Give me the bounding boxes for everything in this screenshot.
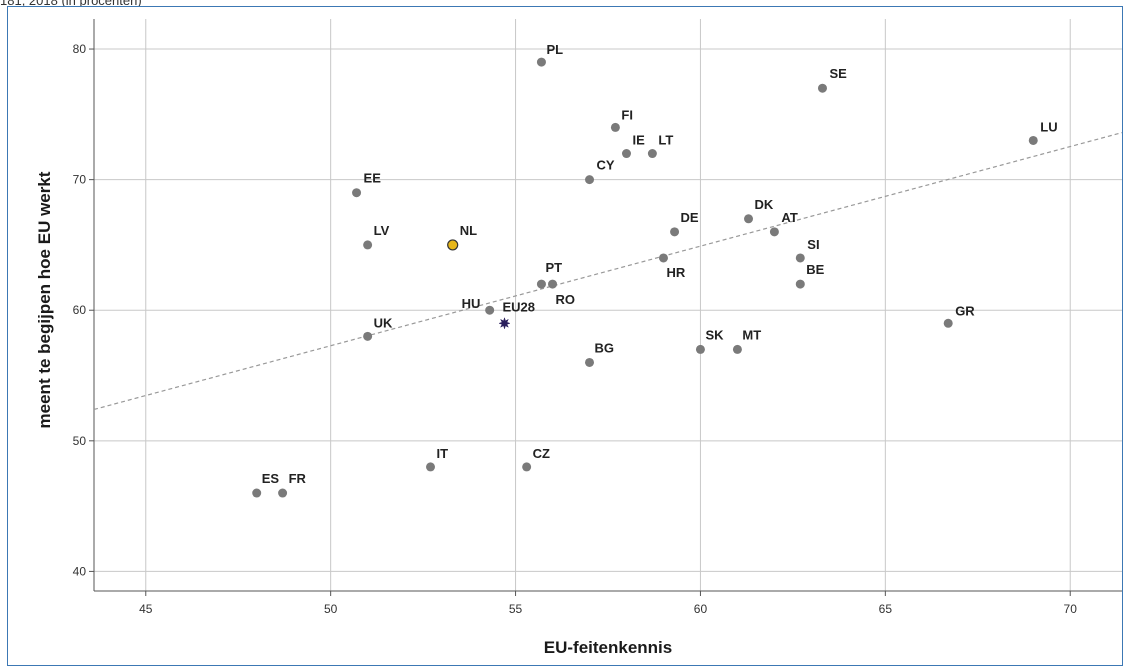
point-label-eu28: EU28 <box>502 299 535 314</box>
point-label-ro: RO <box>556 292 576 307</box>
point-label-cz: CZ <box>533 446 550 461</box>
point-si <box>795 253 805 263</box>
point-hr <box>658 253 668 263</box>
point-label-dk: DK <box>755 197 774 212</box>
point-label-hr: HR <box>666 265 685 280</box>
point-label-hu: HU <box>462 296 481 311</box>
point-bg <box>585 357 595 367</box>
point-it <box>426 462 436 472</box>
point-label-cy: CY <box>597 158 615 173</box>
point-labels: PL SE FI LU IE LT CY EE DK DE AT LV NL SI HR PT RO BE HU EU… <box>262 42 1058 486</box>
point-dk <box>744 214 754 224</box>
point-label-pl: PL <box>546 42 563 57</box>
point-fr <box>278 488 288 498</box>
point-label-se: SE <box>829 66 847 81</box>
point-at <box>769 227 779 237</box>
chart-frame <box>7 6 1123 666</box>
point-lt <box>647 149 657 159</box>
point-uk <box>363 331 373 341</box>
point-lu <box>1028 135 1038 145</box>
point-es <box>252 488 262 498</box>
chart-caption: 181, 2018 (in procenten) <box>0 0 142 8</box>
axes <box>89 19 1122 596</box>
point-se <box>817 83 827 93</box>
point-label-it: IT <box>437 446 449 461</box>
x-tick-label: 70 <box>1064 602 1078 616</box>
data-points <box>252 57 1038 498</box>
point-ie <box>621 149 631 159</box>
point-label-es: ES <box>262 471 280 486</box>
point-label-de: DE <box>681 210 699 225</box>
y-tick-label: 50 <box>73 434 87 448</box>
point-hu <box>485 305 495 315</box>
point-be <box>795 279 805 289</box>
x-tick-label: 50 <box>324 602 338 616</box>
point-label-ie: IE <box>632 133 645 148</box>
y-tick-label: 40 <box>73 564 87 578</box>
x-tick-label: 65 <box>879 602 893 616</box>
grid-lines <box>94 19 1122 591</box>
point-label-nl: NL <box>460 223 477 238</box>
tick-labels: 45 50 55 60 65 70 40 50 60 70 80 <box>73 42 1078 616</box>
point-mt <box>732 344 742 354</box>
point-label-mt: MT <box>742 327 761 342</box>
point-label-uk: UK <box>374 315 393 330</box>
point-fi <box>610 122 620 132</box>
point-eu28 <box>498 316 511 330</box>
point-gr <box>943 318 953 328</box>
point-cz <box>522 462 532 472</box>
point-label-lu: LU <box>1040 119 1057 134</box>
y-tick-label: 60 <box>73 303 87 317</box>
point-label-si: SI <box>807 237 819 252</box>
point-label-be: BE <box>806 262 824 277</box>
point-label-fr: FR <box>289 471 307 486</box>
point-label-bg: BG <box>595 340 615 355</box>
point-ro <box>548 279 558 289</box>
x-axis-title: EU-feitenkennis <box>544 638 672 657</box>
point-cy <box>585 175 595 185</box>
fit-line-group <box>93 132 1123 411</box>
point-label-at: AT <box>781 210 797 225</box>
point-label-lv: LV <box>374 223 390 238</box>
x-tick-label: 45 <box>139 602 153 616</box>
point-label-ee: EE <box>364 171 382 186</box>
point-label-pt: PT <box>545 260 562 275</box>
point-lv <box>363 240 373 250</box>
point-nl <box>447 239 459 251</box>
point-pt <box>536 279 546 289</box>
point-label-fi: FI <box>621 107 633 122</box>
fit-line <box>93 132 1123 411</box>
y-tick-label: 70 <box>73 173 87 187</box>
x-tick-label: 55 <box>509 602 523 616</box>
point-label-lt: LT <box>658 133 673 148</box>
y-axis-title: meent te begijpen hoe EU werkt <box>35 171 54 428</box>
x-tick-label: 60 <box>694 602 708 616</box>
point-de <box>670 227 680 237</box>
point-sk <box>695 344 705 354</box>
point-pl <box>536 57 546 67</box>
point-label-sk: SK <box>705 327 724 342</box>
point-ee <box>352 188 362 198</box>
point-label-gr: GR <box>955 303 975 318</box>
y-tick-label: 80 <box>73 42 87 56</box>
